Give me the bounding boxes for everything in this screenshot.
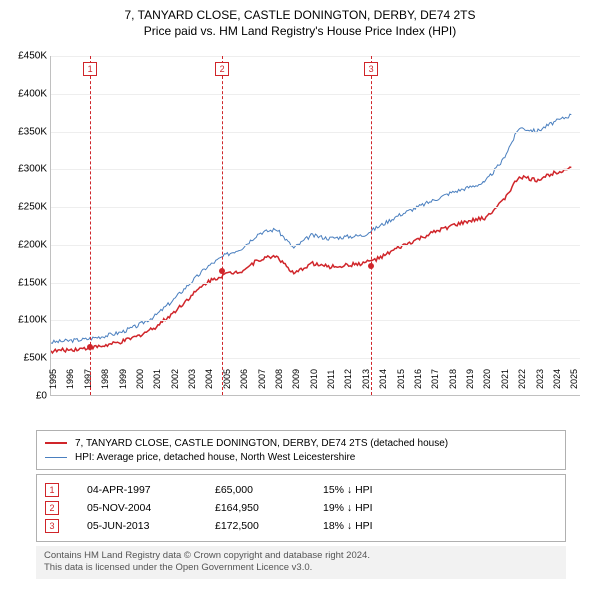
y-gridline [51, 56, 580, 57]
x-tick-label: 2012 [343, 369, 353, 389]
sale-marker-dot [219, 268, 225, 274]
x-tick-label: 2011 [326, 370, 336, 389]
y-gridline [51, 207, 580, 208]
legend-row-hpi: HPI: Average price, detached house, Nort… [45, 450, 557, 464]
x-tick-label: 2019 [465, 369, 475, 389]
legend-label-1: 7, TANYARD CLOSE, CASTLE DONINGTON, DERB… [75, 438, 448, 449]
sale-marker-vline [222, 56, 223, 395]
y-gridline [51, 358, 580, 359]
x-tick-label: 2015 [396, 369, 406, 389]
x-tick-label: 2016 [413, 369, 423, 389]
chart-svg [51, 56, 580, 395]
series-line-price_paid [51, 167, 571, 353]
x-tick-label: 2017 [430, 369, 440, 389]
legend-swatch-red [45, 442, 67, 444]
sale-marker-box: 2 [215, 62, 229, 76]
sale-row: 2 05-NOV-2004 £164,950 19% ↓ HPI [45, 499, 557, 517]
sale-marker-icon: 2 [45, 501, 59, 515]
x-tick-label: 2014 [378, 369, 388, 389]
sale-diff: 15% ↓ HPI [323, 484, 413, 496]
series-legend: 7, TANYARD CLOSE, CASTLE DONINGTON, DERB… [36, 430, 566, 470]
attribution-footer: Contains HM Land Registry data © Crown c… [36, 546, 566, 579]
x-tick-label: 2021 [500, 369, 510, 389]
sale-price: £164,950 [215, 502, 295, 514]
footer-line-2: This data is licensed under the Open Gov… [44, 562, 558, 574]
x-tick-label: 2000 [135, 369, 145, 389]
y-gridline [51, 245, 580, 246]
y-tick-label: £50K [5, 353, 47, 364]
series-line-hpi [51, 114, 571, 343]
sale-price: £172,500 [215, 520, 295, 532]
x-tick-label: 2003 [187, 369, 197, 389]
x-tick-label: 2022 [517, 369, 527, 389]
y-tick-label: £150K [5, 277, 47, 288]
x-tick-label: 2023 [535, 369, 545, 389]
sale-marker-vline [371, 56, 372, 395]
title-line-2: Price paid vs. HM Land Registry's House … [0, 24, 600, 38]
y-tick-label: £400K [5, 88, 47, 99]
legend-swatch-blue [45, 457, 67, 458]
x-tick-label: 1995 [48, 369, 58, 389]
x-tick-label: 2013 [361, 369, 371, 389]
y-gridline [51, 283, 580, 284]
footer-line-1: Contains HM Land Registry data © Crown c… [44, 550, 558, 562]
x-tick-label: 2008 [274, 369, 284, 389]
sale-price: £65,000 [215, 484, 295, 496]
y-tick-label: £100K [5, 315, 47, 326]
y-tick-label: £250K [5, 202, 47, 213]
sale-diff: 18% ↓ HPI [323, 520, 413, 532]
y-tick-label: £350K [5, 126, 47, 137]
chart-title-block: 7, TANYARD CLOSE, CASTLE DONINGTON, DERB… [0, 0, 600, 38]
x-tick-label: 2010 [309, 369, 319, 389]
x-tick-label: 2002 [170, 369, 180, 389]
y-gridline [51, 94, 580, 95]
x-tick-label: 2025 [569, 369, 579, 389]
y-tick-label: £200K [5, 239, 47, 250]
y-gridline [51, 132, 580, 133]
sale-date: 05-JUN-2013 [87, 520, 187, 532]
x-tick-label: 2007 [257, 369, 267, 389]
line-chart: £0£50K£100K£150K£200K£250K£300K£350K£400… [50, 56, 580, 396]
x-tick-label: 1997 [83, 369, 93, 389]
sale-marker-box: 1 [83, 62, 97, 76]
sales-table: 1 04-APR-1997 £65,000 15% ↓ HPI 2 05-NOV… [36, 474, 566, 542]
sale-row: 3 05-JUN-2013 £172,500 18% ↓ HPI [45, 517, 557, 535]
y-tick-label: £450K [5, 51, 47, 62]
legend-label-2: HPI: Average price, detached house, Nort… [75, 452, 355, 463]
x-tick-label: 2009 [291, 369, 301, 389]
x-tick-label: 2005 [222, 369, 232, 389]
title-line-1: 7, TANYARD CLOSE, CASTLE DONINGTON, DERB… [0, 8, 600, 22]
x-tick-label: 2004 [204, 369, 214, 389]
x-tick-label: 2020 [482, 369, 492, 389]
legend-row-price-paid: 7, TANYARD CLOSE, CASTLE DONINGTON, DERB… [45, 436, 557, 450]
x-tick-label: 1998 [100, 369, 110, 389]
y-tick-label: £300K [5, 164, 47, 175]
x-tick-label: 2018 [448, 369, 458, 389]
sale-marker-dot [368, 263, 374, 269]
y-gridline [51, 169, 580, 170]
x-tick-label: 2001 [152, 369, 162, 389]
y-gridline [51, 320, 580, 321]
x-tick-label: 1996 [65, 369, 75, 389]
sale-marker-dot [87, 344, 93, 350]
sale-row: 1 04-APR-1997 £65,000 15% ↓ HPI [45, 481, 557, 499]
y-tick-label: £0 [5, 391, 47, 402]
sale-diff: 19% ↓ HPI [323, 502, 413, 514]
sale-marker-icon: 1 [45, 483, 59, 497]
sale-marker-box: 3 [364, 62, 378, 76]
sale-date: 04-APR-1997 [87, 484, 187, 496]
sale-date: 05-NOV-2004 [87, 502, 187, 514]
x-tick-label: 1999 [118, 369, 128, 389]
sale-marker-icon: 3 [45, 519, 59, 533]
x-tick-label: 2006 [239, 369, 249, 389]
x-tick-label: 2024 [552, 369, 562, 389]
